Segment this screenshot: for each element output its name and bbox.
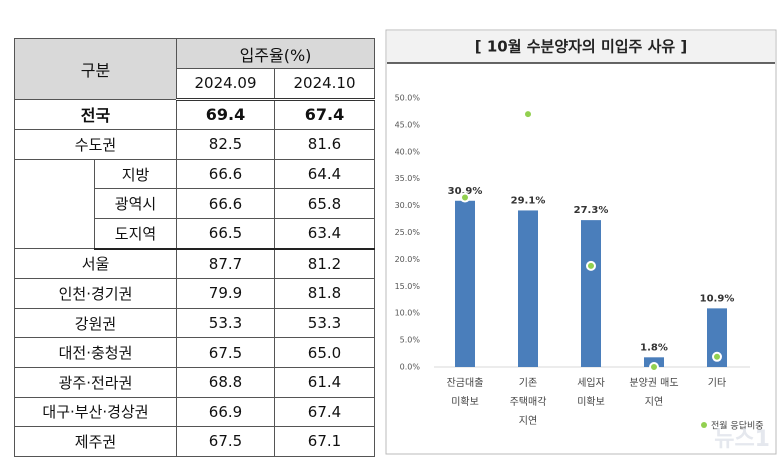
row-label: 도지역 (94, 217, 177, 250)
x-tick-label: 미확보 (451, 396, 479, 408)
row: 도지역 66.5 63.4 (15, 217, 375, 250)
bar (644, 357, 664, 367)
cell: 81.8 (274, 278, 375, 309)
x-tick-label: 기존 (519, 377, 537, 389)
marker (712, 351, 722, 362)
row-label: 전국 (14, 98, 177, 131)
value-label: 1.8% (640, 342, 668, 353)
cell: 81.6 (274, 129, 375, 160)
row: 서울 87.7 81.2 (14, 248, 375, 280)
x-tick-label: 미확보 (577, 396, 605, 408)
cell: 53.3 (176, 307, 275, 339)
occupancy-table: 구분 입주율(%) 2024.09 2024.10 전국 69.4 67.4 수… (14, 38, 375, 457)
cell: 67.5 (176, 426, 275, 457)
cell: 61.4 (274, 366, 375, 398)
y-tick-label: 30.0% (395, 201, 421, 210)
cell: 82.5 (176, 129, 275, 160)
marker (586, 260, 596, 271)
chart-title: [ 10월 수분양자의 미입주 사유 ] (475, 38, 688, 56)
row-label: 광주·전라권 (14, 366, 177, 398)
cell: 68.8 (176, 366, 275, 398)
value-label: 29.1% (511, 195, 546, 206)
row-label: 인천·경기권 (14, 278, 177, 309)
y-tick-label: 15.0% (395, 282, 421, 291)
y-tick-label: 40.0% (395, 147, 421, 156)
row: 광주·전라권 68.8 61.4 (14, 366, 375, 398)
x-tick-label: 세입자 (577, 376, 605, 389)
row: 전국 69.4 67.4 (14, 98, 375, 131)
cell: 64.4 (274, 158, 375, 190)
row-label: 대전·충청권 (14, 337, 177, 368)
legend-label: 전월 응답비중 (711, 420, 764, 432)
header-cell: 2024.10 (274, 68, 375, 101)
cell: 67.4 (274, 396, 375, 428)
y-tick-label: 10.0% (395, 309, 421, 318)
value-label: 27.3% (574, 205, 609, 216)
y-tick-label: 20.0% (395, 255, 421, 264)
row-label: 지방 (94, 158, 177, 190)
row: 인천·경기권 79.9 81.8 (14, 278, 375, 309)
row: 제주권 67.5 67.1 (14, 426, 375, 457)
cell: 65.0 (274, 337, 375, 368)
cell: 67.1 (274, 426, 375, 457)
cell: 66.5 (176, 217, 275, 250)
header-row: 2024.09 2024.10 (15, 68, 375, 101)
row-label: 서울 (14, 248, 177, 280)
cell: 81.2 (274, 248, 375, 280)
y-tick-label: 25.0% (395, 228, 421, 237)
row-label: 수도권 (14, 129, 177, 160)
cell: 67.5 (176, 337, 275, 368)
y-tick-label: 35.0% (395, 174, 421, 183)
blank-cell (14, 158, 95, 249)
bar (581, 220, 601, 367)
value-label: 10.9% (700, 293, 735, 304)
title-bar (387, 31, 775, 63)
y-tick-label: 50.0% (395, 94, 421, 103)
x-tick-label: 잔금대출 (447, 377, 484, 389)
header-cell: 2024.09 (176, 68, 275, 101)
x-tick-label: 분양권 매도 (629, 377, 678, 389)
header-row: 구분 입주율(%) (14, 38, 375, 100)
y-tick-label: 45.0% (395, 120, 421, 129)
marker (460, 192, 470, 203)
cell: 53.3 (274, 307, 375, 339)
y-tick-label: 5.0% (400, 336, 421, 345)
row: 강원권 53.3 53.3 (14, 307, 375, 339)
bar (707, 308, 727, 367)
row: 대전·충청권 67.5 65.0 (14, 337, 375, 368)
cell: 66.6 (176, 188, 275, 219)
marker (649, 362, 659, 372)
watermark: 뉴스1 (714, 427, 770, 452)
row: 지방 66.6 64.4 (14, 158, 375, 249)
row-label: 대구·부산·경상권 (14, 396, 177, 428)
y-tick-label: 0.0% (400, 363, 421, 372)
chart-frame (385, 29, 777, 455)
cell: 65.8 (274, 188, 375, 219)
row-label: 광역시 (94, 188, 177, 219)
cell: 66.9 (176, 396, 275, 428)
bar (518, 210, 538, 367)
row-label: 강원권 (14, 307, 177, 339)
x-tick-label: 지연 (645, 396, 663, 408)
row: 대구·부산·경상권 66.9 67.4 (14, 396, 375, 428)
row: 광역시 66.6 65.8 (15, 188, 375, 219)
cell: 67.4 (274, 98, 375, 131)
value-label: 30.9% (448, 186, 483, 197)
cell: 66.6 (176, 158, 275, 190)
cell: 79.9 (176, 278, 275, 309)
cell: 63.4 (274, 217, 375, 250)
marker (523, 109, 533, 120)
cell: 87.7 (176, 248, 275, 280)
row-label: 제주권 (14, 426, 177, 457)
x-tick-label: 기타 (708, 377, 726, 389)
cell: 69.4 (176, 98, 275, 131)
row: 수도권 82.5 81.6 (14, 129, 375, 160)
bar (455, 200, 475, 367)
x-tick-label: 주택매각 (510, 396, 547, 408)
x-tick-label: 지연 (519, 415, 537, 427)
header-cell: 입주율(%) (176, 38, 375, 69)
legend-marker (701, 422, 707, 428)
header-cell: 구분 (14, 38, 177, 100)
